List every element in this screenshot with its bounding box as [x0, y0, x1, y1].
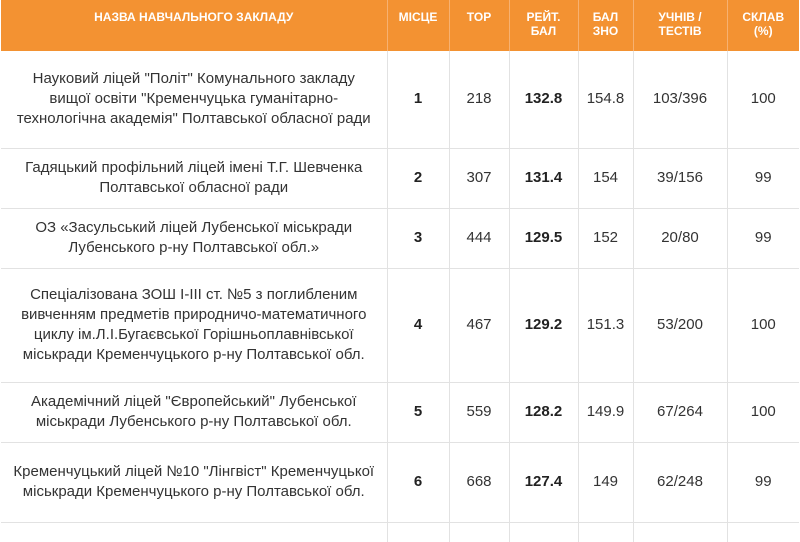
composition-value: 100 — [727, 268, 799, 383]
header-top: TOP — [449, 0, 510, 51]
school-name: Гадяцький профільний ліцей імені Т.Г. Ше… — [1, 148, 388, 209]
empty-cell — [387, 522, 450, 542]
empty-cell — [727, 522, 799, 542]
empty-cell — [509, 522, 579, 542]
table-row: Кременчуцький ліцей №10 "Лінгвіст" Креме… — [1, 442, 799, 523]
header-students-line1: УЧНІВ / — [658, 10, 702, 24]
empty-cell — [449, 522, 510, 542]
students-value: 67/264 — [633, 382, 728, 443]
header-composition-line1: СКЛАВ — [742, 10, 785, 24]
table-header: НАЗВА НАВЧАЛЬНОГО ЗАКЛАДУ МІСЦЕ TOP РЕЙТ… — [1, 0, 799, 51]
table-row-partial — [1, 522, 799, 542]
bal-zno-value: 154 — [578, 148, 634, 209]
header-rating-line2: БАЛ — [530, 24, 557, 38]
school-name: Науковий ліцей "Політ" Комунального закл… — [1, 51, 388, 149]
header-bal-zno-line1: БАЛ — [592, 10, 619, 24]
bal-zno-value: 149 — [578, 442, 634, 523]
composition-value: 99 — [727, 148, 799, 209]
top-value: 668 — [449, 442, 510, 523]
top-value: 218 — [449, 51, 510, 149]
rating-value: 129.5 — [509, 208, 579, 269]
composition-value: 99 — [727, 208, 799, 269]
empty-cell — [1, 522, 388, 542]
students-value: 53/200 — [633, 268, 728, 383]
header-bal-zno-line2: ЗНО — [592, 24, 619, 38]
bal-zno-value: 154.8 — [578, 51, 634, 149]
header-name: НАЗВА НАВЧАЛЬНОГО ЗАКЛАДУ — [1, 0, 388, 51]
school-name: Кременчуцький ліцей №10 "Лінгвіст" Креме… — [1, 442, 388, 523]
composition-value: 100 — [727, 382, 799, 443]
header-bal-zno: БАЛ ЗНО — [578, 0, 634, 51]
students-value: 20/80 — [633, 208, 728, 269]
place-value: 4 — [387, 268, 450, 383]
rating-value: 127.4 — [509, 442, 579, 523]
top-value: 559 — [449, 382, 510, 443]
place-value: 1 — [387, 51, 450, 149]
place-value: 3 — [387, 208, 450, 269]
composition-value: 99 — [727, 442, 799, 523]
empty-cell — [578, 522, 634, 542]
empty-cell — [633, 522, 728, 542]
top-value: 467 — [449, 268, 510, 383]
place-value: 6 — [387, 442, 450, 523]
header-students: УЧНІВ / ТЕСТІВ — [633, 0, 728, 51]
table-row: Науковий ліцей "Політ" Комунального закл… — [1, 51, 799, 149]
header-place: МІСЦЕ — [387, 0, 450, 51]
rating-value: 128.2 — [509, 382, 579, 443]
school-name: ОЗ «Засульський ліцей Лубенської міськра… — [1, 208, 388, 269]
rating-value: 132.8 — [509, 51, 579, 149]
table-body: Науковий ліцей "Політ" Комунального закл… — [1, 51, 799, 542]
students-value: 39/156 — [633, 148, 728, 209]
header-rating: РЕЙТ. БАЛ — [509, 0, 579, 51]
school-name: Спеціалізована ЗОШ І-ІІІ ст. №5 з поглиб… — [1, 268, 388, 383]
header-composition-line2: (%) — [753, 24, 773, 38]
top-value: 307 — [449, 148, 510, 209]
bal-zno-value: 149.9 — [578, 382, 634, 443]
school-name: Академічний ліцей "Європейський" Лубенсь… — [1, 382, 388, 443]
table-row: ОЗ «Засульський ліцей Лубенської міськра… — [1, 208, 799, 269]
bal-zno-value: 152 — [578, 208, 634, 269]
rating-value: 129.2 — [509, 268, 579, 383]
students-value: 62/248 — [633, 442, 728, 523]
bal-zno-value: 151.3 — [578, 268, 634, 383]
place-value: 2 — [387, 148, 450, 209]
header-students-line2: ТЕСТІВ — [658, 24, 702, 38]
header-rating-line1: РЕЙТ. — [526, 10, 561, 24]
composition-value: 100 — [727, 51, 799, 149]
students-value: 103/396 — [633, 51, 728, 149]
header-composition: СКЛАВ (%) — [727, 0, 799, 51]
table-row: Гадяцький профільний ліцей імені Т.Г. Ше… — [1, 148, 799, 209]
rating-value: 131.4 — [509, 148, 579, 209]
table-row: Академічний ліцей "Європейський" Лубенсь… — [1, 382, 799, 443]
place-value: 5 — [387, 382, 450, 443]
table-row: Спеціалізована ЗОШ І-ІІІ ст. №5 з поглиб… — [1, 268, 799, 383]
top-value: 444 — [449, 208, 510, 269]
